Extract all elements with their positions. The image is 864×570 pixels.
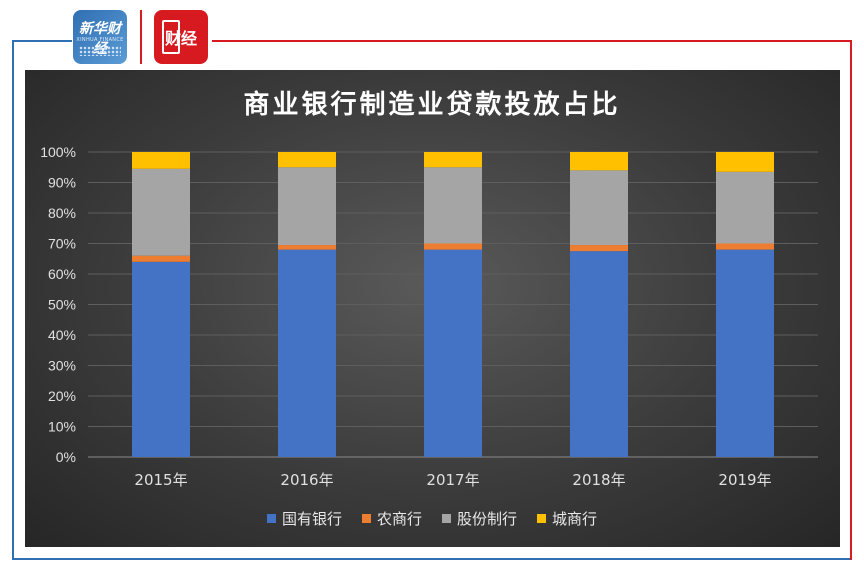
logo-dots — [79, 46, 121, 56]
xinhua-logo-subtitle: XINHUA FINANCE — [76, 37, 124, 43]
bar-segment — [424, 152, 482, 168]
logo-box-icon — [162, 20, 180, 54]
legend-label: 国有银行 — [281, 510, 342, 528]
bar-segment — [570, 170, 628, 246]
y-tick-label: 40% — [48, 327, 76, 343]
chart-title: 商业银行制造业贷款投放占比 — [243, 90, 621, 120]
chart-legend: 国有银行 农商行 股份制行 城商行 — [0, 508, 864, 529]
frame-line-left-vertical — [12, 40, 14, 560]
x-tick-label: 2016年 — [280, 471, 333, 489]
x-tick-label: 2019年 — [718, 471, 771, 489]
frame-line-left — [12, 40, 72, 42]
y-tick-label: 70% — [48, 236, 76, 252]
legend-item: 农商行 — [361, 508, 422, 529]
x-tick-label: 2015年 — [134, 471, 187, 489]
bar-segment — [716, 152, 774, 172]
legend-swatch — [361, 514, 371, 523]
bar-segment — [716, 249, 774, 457]
bar-segment — [716, 243, 774, 250]
bar-segment — [132, 255, 190, 262]
frame-line-right-vertical — [850, 40, 852, 560]
bar-segment — [716, 171, 774, 244]
baocai-logo: 财经 — [154, 10, 208, 64]
legend-label: 农商行 — [376, 510, 422, 528]
bar-segment — [132, 168, 190, 256]
bar-segment — [278, 245, 336, 250]
logo-divider — [140, 10, 142, 64]
y-tick-label: 50% — [48, 297, 76, 313]
frame-line-right — [212, 40, 852, 42]
bar-segment — [278, 152, 336, 168]
legend-swatch — [537, 514, 547, 523]
bar-segment — [424, 167, 482, 244]
bar-segment — [570, 152, 628, 171]
bar-segment — [570, 251, 628, 457]
y-tick-label: 30% — [48, 358, 76, 374]
legend-label: 城商行 — [552, 510, 598, 528]
y-tick-label: 80% — [48, 205, 76, 221]
legend-label: 股份制行 — [457, 510, 518, 528]
bar-segment — [424, 249, 482, 457]
x-tick-label: 2017年 — [426, 471, 479, 489]
y-tick-label: 60% — [48, 266, 76, 282]
legend-item: 国有银行 — [266, 508, 342, 529]
bar-segment — [132, 261, 190, 457]
baocai-logo-text: 财经 — [164, 29, 197, 48]
bar-segment — [132, 152, 190, 169]
y-tick-label: 100% — [40, 144, 76, 160]
legend-item: 股份制行 — [442, 508, 517, 529]
y-tick-label: 90% — [48, 175, 76, 191]
xinhua-finance-logo: 新华财经 XINHUA FINANCE — [73, 10, 127, 64]
bar-segment — [278, 167, 336, 246]
bar-segment — [570, 245, 628, 252]
y-tick-label: 0% — [56, 449, 76, 465]
legend-swatch — [442, 514, 451, 523]
legend-item: 城商行 — [537, 508, 597, 529]
frame-line-bottom — [12, 558, 852, 560]
y-tick-label: 20% — [48, 388, 76, 404]
x-tick-label: 2018年 — [572, 471, 625, 489]
bar-segment — [424, 243, 482, 250]
legend-swatch — [266, 514, 276, 523]
y-tick-label: 10% — [48, 419, 76, 435]
bar-segment — [278, 249, 336, 457]
